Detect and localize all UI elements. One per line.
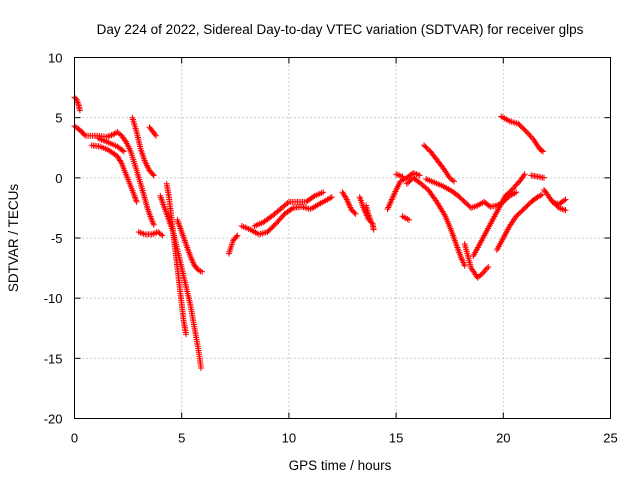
x-tick-label: 20 bbox=[496, 431, 510, 446]
series-h bbox=[163, 180, 189, 338]
series-markers bbox=[146, 124, 159, 139]
series-c bbox=[88, 142, 140, 205]
series-m bbox=[251, 189, 327, 229]
series-d bbox=[95, 135, 127, 155]
x-axis-label: GPS time / hours bbox=[289, 458, 392, 473]
series-k bbox=[225, 232, 241, 257]
series-markers bbox=[549, 198, 569, 214]
plot-frame bbox=[74, 57, 611, 419]
series-markers bbox=[498, 113, 546, 155]
series-markers bbox=[399, 213, 412, 223]
series-markers bbox=[393, 171, 406, 180]
series-markers bbox=[493, 191, 545, 253]
series-i bbox=[157, 192, 204, 371]
data-points bbox=[71, 94, 569, 371]
grid bbox=[74, 57, 611, 419]
y-tick-label: -15 bbox=[44, 351, 63, 366]
series-q bbox=[384, 170, 423, 213]
chart-title: Day 224 of 2022, Sidereal Day-to-day VTE… bbox=[97, 22, 584, 37]
series-w bbox=[461, 241, 492, 281]
series-j bbox=[174, 216, 206, 275]
series-o bbox=[356, 194, 377, 233]
x-tick-label: 0 bbox=[71, 431, 78, 446]
series-markers bbox=[129, 114, 157, 179]
x-tick-label: 25 bbox=[603, 431, 617, 446]
series-markers bbox=[251, 189, 327, 229]
series-l bbox=[238, 194, 335, 238]
series-markers bbox=[157, 192, 204, 371]
axis-ticks: 0 5 10 15 20 25 -20 -15 -10 -5 0 5 10 bbox=[44, 51, 618, 446]
series-markers bbox=[421, 142, 457, 185]
series-b bbox=[71, 123, 157, 228]
series-r bbox=[393, 171, 406, 180]
series-markers bbox=[470, 171, 528, 259]
series-markers bbox=[71, 123, 157, 228]
series-s bbox=[399, 213, 412, 223]
y-tick-label: 5 bbox=[55, 111, 62, 126]
y-tick-label: -5 bbox=[51, 231, 63, 246]
series-markers bbox=[88, 142, 140, 205]
series-markers bbox=[174, 216, 206, 275]
series-markers bbox=[363, 202, 374, 223]
series-y bbox=[493, 191, 545, 253]
series-g bbox=[135, 229, 166, 239]
series-x bbox=[470, 171, 528, 259]
x-tick-label: 5 bbox=[178, 431, 185, 446]
series-t bbox=[403, 174, 468, 269]
series-a bbox=[71, 94, 83, 114]
series-markers bbox=[461, 241, 492, 281]
series-f bbox=[146, 124, 159, 139]
series-aa bbox=[528, 172, 547, 181]
series-markers bbox=[163, 180, 189, 338]
y-tick-label: 0 bbox=[55, 171, 62, 186]
series-markers bbox=[528, 172, 547, 181]
x-tick-label: 15 bbox=[389, 431, 403, 446]
series-markers bbox=[403, 174, 468, 269]
series-markers bbox=[225, 232, 241, 257]
series-v bbox=[423, 176, 520, 211]
series-z bbox=[498, 113, 546, 155]
y-axis-label: SDTVAR / TECUs bbox=[6, 184, 21, 293]
series-markers bbox=[356, 194, 377, 233]
series-u bbox=[421, 142, 457, 185]
series-markers bbox=[339, 189, 359, 217]
y-tick-label: -10 bbox=[44, 291, 63, 306]
series-markers bbox=[135, 229, 166, 239]
series-e bbox=[129, 114, 157, 179]
series-markers bbox=[95, 135, 127, 155]
y-tick-label: 10 bbox=[48, 51, 62, 66]
x-tick-label: 10 bbox=[282, 431, 296, 446]
series-markers bbox=[238, 194, 335, 238]
series-markers bbox=[423, 176, 520, 211]
series-ac bbox=[549, 198, 569, 214]
y-tick-label: -20 bbox=[44, 412, 63, 427]
series-markers bbox=[71, 94, 83, 114]
series-p bbox=[363, 202, 374, 223]
series-n bbox=[339, 189, 359, 217]
series-markers bbox=[384, 170, 423, 213]
